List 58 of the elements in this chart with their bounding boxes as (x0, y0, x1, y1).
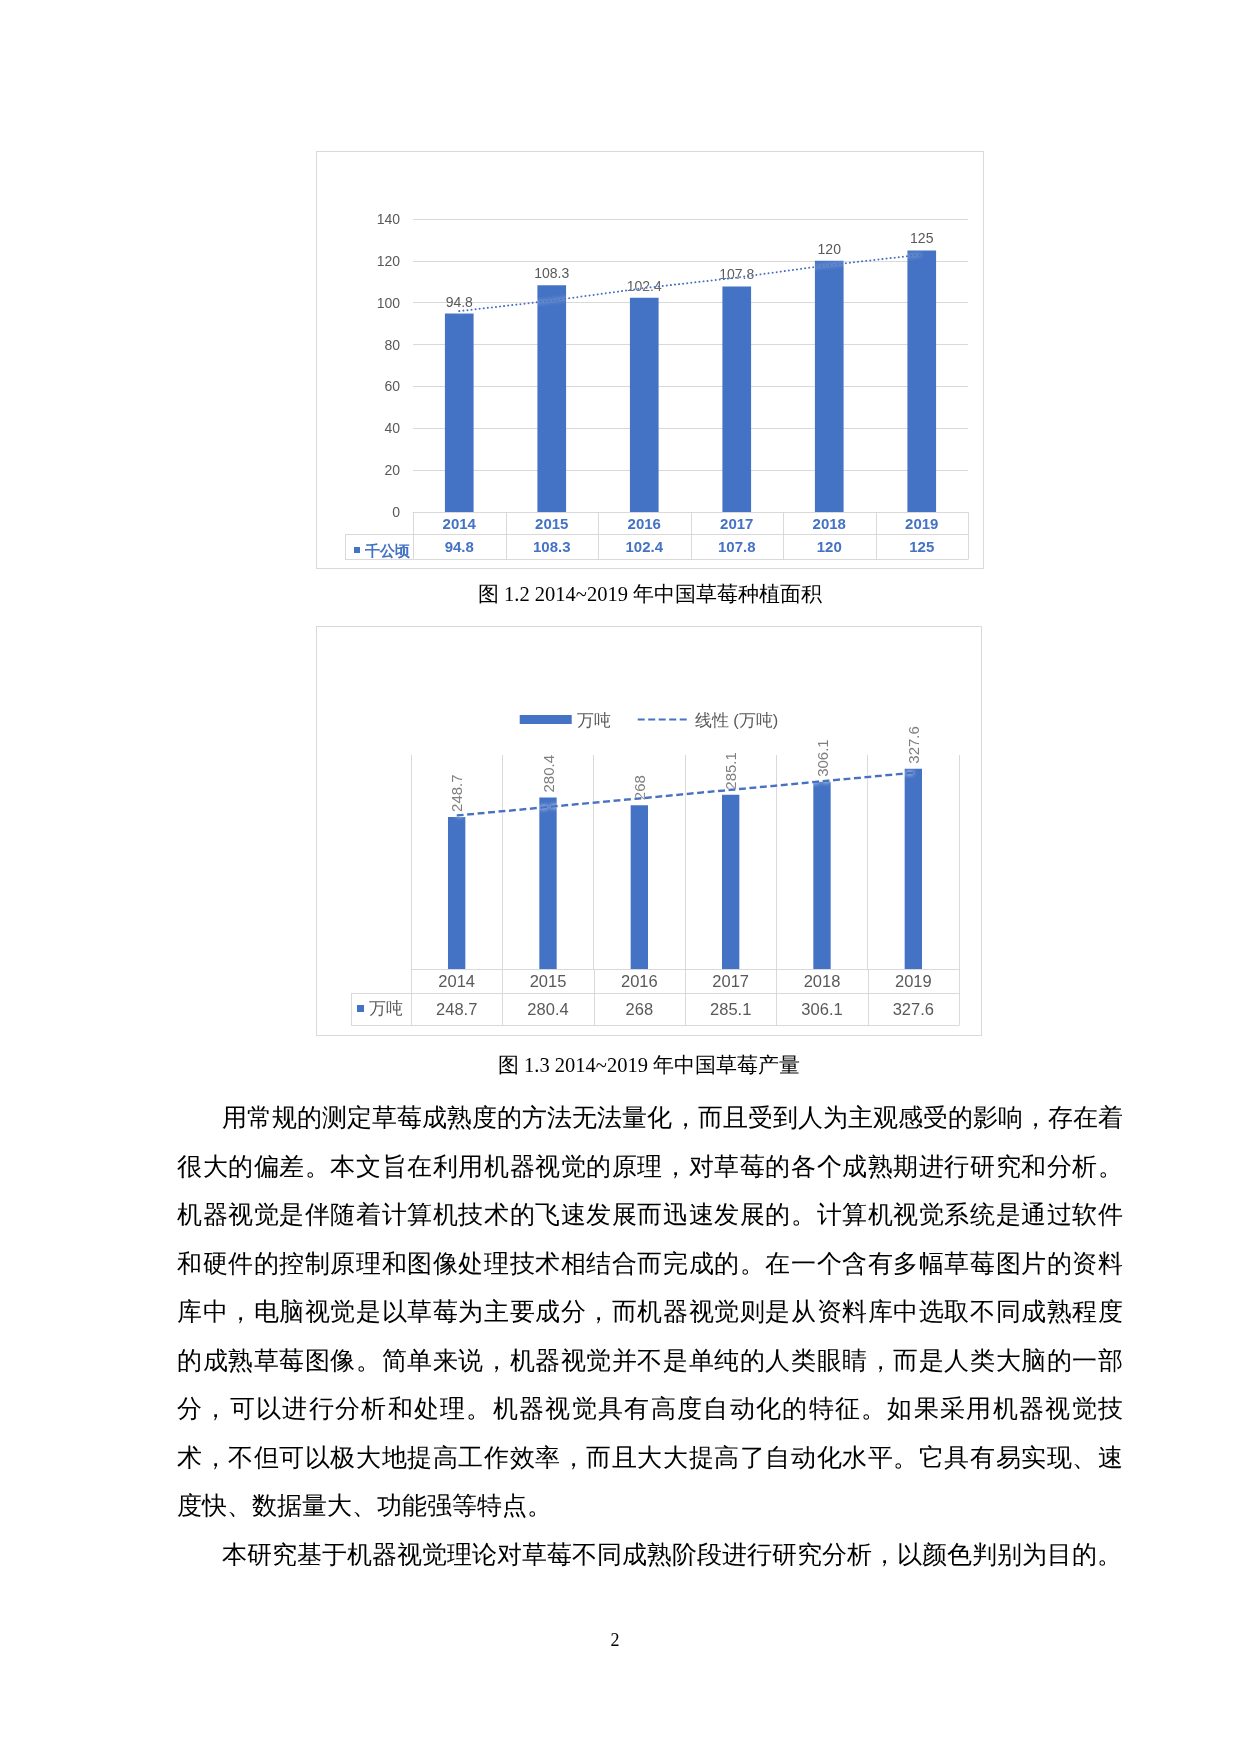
text: 102.4 (626, 277, 662, 294)
bar (444, 313, 474, 512)
bar (629, 297, 659, 512)
text: 本研究基于机器视觉理论对草莓不同成熟阶段进行研究分析，以颜色判别为目的。 (221, 1539, 1123, 1570)
y-tick-label: 120 (376, 252, 401, 269)
x-tick-label: 2015 (535, 514, 569, 532)
data-label: 125 (909, 538, 935, 555)
x-tick-label: 2019 (894, 972, 932, 991)
bar (721, 794, 740, 969)
data-label: 306.1 (801, 1000, 843, 1019)
x-tick-label: 2015 (529, 972, 567, 991)
text: 268 (630, 775, 648, 801)
caption: 图 1.3 2014~2019 年中国草莓产量 (496, 1053, 802, 1078)
text: 2 (609, 1629, 621, 1652)
text: 306.1 (813, 739, 831, 777)
data-label: 120 (816, 538, 842, 555)
bar (630, 805, 649, 969)
data-label: 108.3 (532, 538, 571, 555)
y-tick-label: 20 (384, 462, 401, 479)
x-tick-label: 2016 (620, 972, 658, 991)
x-tick-label: 2016 (627, 514, 661, 532)
text: 280.4 (539, 755, 557, 793)
data-label: 285.1 (710, 1000, 752, 1019)
text: 285.1 (722, 752, 740, 790)
x-tick-label: 2017 (720, 514, 754, 532)
caption: 图 1.2 2014~2019 年中国草莓种植面积 (476, 582, 824, 607)
data-label: 280.4 (527, 1000, 569, 1019)
legend-label: 千公顷 (364, 541, 410, 559)
data-label: 102.4 (625, 538, 664, 555)
y-tick-label: 0 (392, 504, 401, 520)
x-tick-label: 2018 (812, 514, 846, 532)
bar (722, 286, 752, 512)
x-tick-label: 2019 (905, 514, 939, 532)
y-tick-label: 140 (376, 211, 401, 227)
data-label: 248.7 (436, 1000, 478, 1019)
text: 248.7 (448, 774, 466, 812)
y-tick-label: 80 (384, 336, 401, 353)
data-label: 107.8 (717, 538, 756, 555)
text: 327.6 (904, 726, 922, 764)
y-tick-label: 100 (376, 294, 401, 311)
legend-label: 线性 (万吨) (694, 710, 779, 729)
text: 125 (910, 230, 934, 247)
x-tick-label: 2018 (803, 972, 841, 991)
text: 用常规的测定草莓成熟度的方法无法量化，而且受到人为主观感受的影响，存在着很大的偏差。本文旨在利用机器视觉的原理，对草莓的各个成熟期进行研究和分析。机器视觉是伴随着计算机技术的飞速发展而迅速发展的。计算机视觉系统是通过软件和硬件的控制原理和图像处理技术相结合而完成的。在一个含有多幅草莓图片的资料库中，电脑视觉是以草莓为主要成分，而机器视觉则是从资料库中选取不同成熟程度的成熟草莓图像。简单来说，机器视觉并不是单纯的人类眼睛，而是人类大脑的一部分，可以进行分析和处理。机器视觉具有高度自动化的特征。如果采用机器视觉技术，不但可以极大地提高工作效率，而且大大提高了自动化水平。它具有易实现、速度快、数据量大、功能强等特点。 (177, 1104, 1123, 1519)
x-tick-label: 2017 (712, 972, 750, 991)
data-label: 327.6 (892, 1000, 934, 1019)
text: 107.8 (719, 266, 755, 283)
data-label: 268 (625, 1000, 654, 1019)
x-tick-label: 2014 (442, 514, 477, 532)
y-tick-label: 40 (384, 420, 401, 437)
legend-label: 万吨 (576, 710, 611, 729)
text: 94.8 (445, 293, 473, 310)
x-tick-label: 2014 (438, 972, 476, 991)
text: 108.3 (534, 265, 570, 282)
text: 120 (817, 240, 841, 257)
data-label: 94.8 (444, 538, 474, 555)
text: 万吨 (369, 999, 403, 1018)
y-tick-label: 60 (384, 378, 401, 395)
